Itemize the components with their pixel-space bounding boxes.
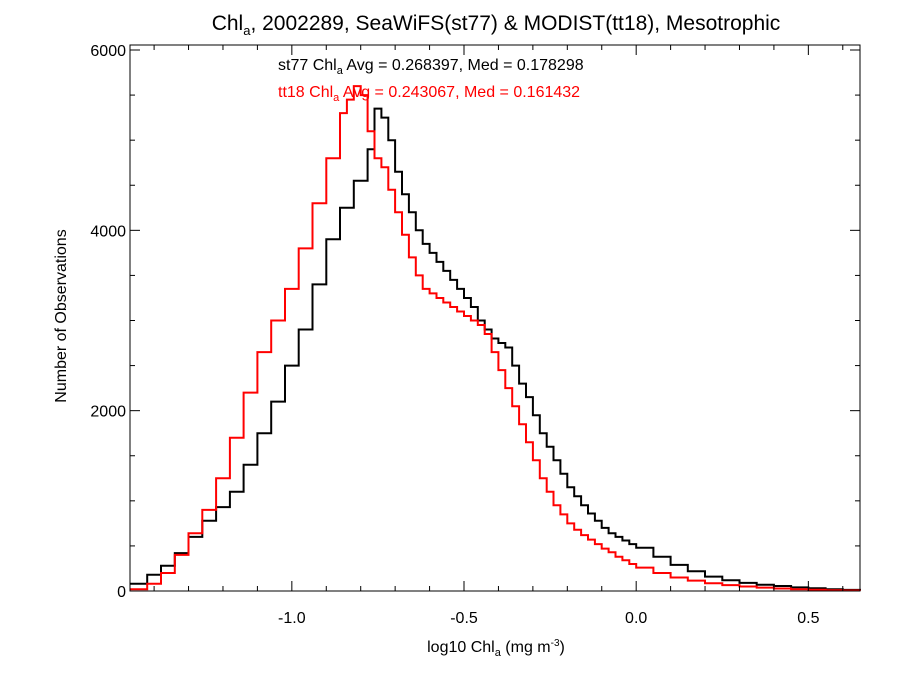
annotation-st77: st77 Chla Avg = 0.268397, Med = 0.178298: [278, 57, 584, 77]
x-axis-label: log10 Chla (mg m-3): [427, 638, 565, 659]
plot-frame: [129, 44, 861, 592]
series-layer: [130, 85, 861, 592]
y-tick-label: 0: [117, 584, 126, 601]
histogram-series-1: [130, 85, 861, 592]
x-tick-label: -1.0: [278, 610, 306, 627]
y-tick-label: 6000: [90, 43, 126, 60]
y-axis-label: Number of Observations: [53, 229, 70, 402]
annotation-tt18: tt18 Chla Avg = 0.243067, Med = 0.161432: [278, 84, 580, 104]
y-tick-label: 4000: [90, 223, 126, 240]
ticks-layer: [130, 45, 860, 592]
x-tick-label: 0.0: [625, 610, 647, 627]
tick-labels: -1.0 -0.5 0.0 0.5 0 2000 4000 6000: [90, 43, 819, 627]
chart-title: Chla, 2002289, SeaWiFS(st77) & MODIST(tt…: [212, 12, 781, 38]
x-tick-label: 0.5: [797, 610, 819, 627]
histogram-series-0: [130, 107, 861, 591]
y-tick-label: 2000: [90, 404, 126, 421]
x-tick-label: -0.5: [450, 610, 478, 627]
